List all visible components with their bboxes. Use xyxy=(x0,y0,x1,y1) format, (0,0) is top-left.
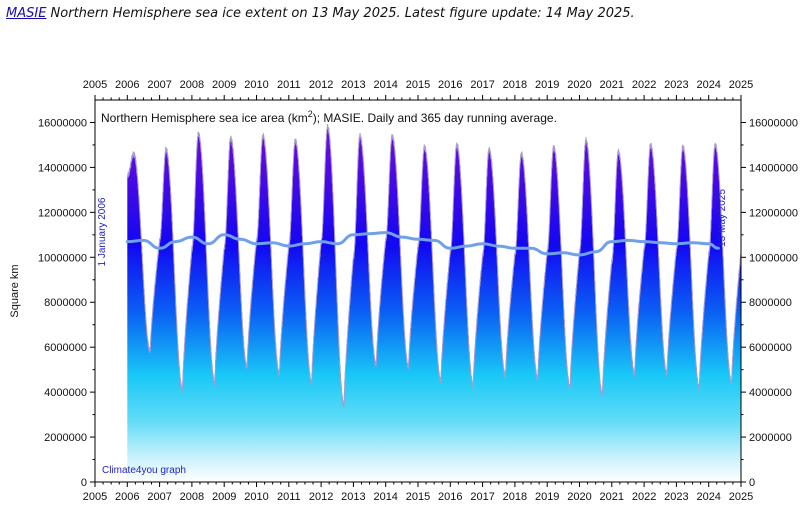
chart-title: Northern Hemisphere sea ice area (km2); … xyxy=(101,109,557,125)
x-tick-label-bottom: 2014 xyxy=(373,491,397,503)
x-tick-label-bottom: 2025 xyxy=(729,491,753,503)
caption-text: Northern Hemisphere sea ice extent on 13… xyxy=(46,6,635,21)
x-tick-label-bottom: 2008 xyxy=(180,491,204,503)
x-tick-label-top: 2018 xyxy=(503,79,527,91)
y-tick-label-left: 4000000 xyxy=(44,387,87,399)
y-tick-label-left: 2000000 xyxy=(44,432,87,444)
x-tick-label-bottom: 2006 xyxy=(115,491,139,503)
x-tick-label-bottom: 2020 xyxy=(567,491,591,503)
x-tick-label-bottom: 2017 xyxy=(470,491,494,503)
start-date-label: 1 January 2006 xyxy=(97,197,108,266)
y-tick-label-right: 0 xyxy=(749,477,755,489)
x-tick-label-bottom: 2022 xyxy=(632,491,656,503)
y-tick-label-right: 10000000 xyxy=(749,252,798,264)
y-axis-label: Square km xyxy=(9,264,21,317)
x-tick-label-bottom: 2015 xyxy=(406,491,430,503)
x-tick-label-top: 2015 xyxy=(406,79,430,91)
masie-link[interactable]: MASIE xyxy=(6,6,47,21)
y-tick-label-right: 4000000 xyxy=(749,387,792,399)
y-tick-label-right: 14000000 xyxy=(749,162,798,174)
y-tick-label-left: 0 xyxy=(81,477,87,489)
x-tick-label-top: 2016 xyxy=(438,79,462,91)
x-tick-label-top: 2022 xyxy=(632,79,656,91)
x-tick-label-bottom: 2011 xyxy=(277,491,301,503)
x-tick-label-top: 2017 xyxy=(470,79,494,91)
credit-label: Climate4you graph xyxy=(102,465,186,476)
y-tick-label-left: 10000000 xyxy=(38,252,87,264)
y-tick-label-left: 8000000 xyxy=(44,297,87,309)
y-tick-label-right: 16000000 xyxy=(749,117,798,129)
y-tick-label-left: 12000000 xyxy=(38,207,87,219)
figure-caption: MASIE Northern Hemisphere sea ice extent… xyxy=(6,6,635,21)
x-tick-label-bottom: 2007 xyxy=(147,491,171,503)
x-tick-label-top: 2005 xyxy=(83,79,107,91)
end-date-label: 13 May 2025 xyxy=(717,189,728,247)
x-tick-label-top: 2008 xyxy=(180,79,204,91)
x-tick-label-top: 2007 xyxy=(147,79,171,91)
y-tick-label-right: 2000000 xyxy=(749,432,792,444)
x-tick-label-bottom: 2019 xyxy=(535,491,559,503)
x-tick-label-top: 2023 xyxy=(664,79,688,91)
x-tick-label-bottom: 2010 xyxy=(244,491,268,503)
x-tick-label-top: 2006 xyxy=(115,79,139,91)
x-tick-label-bottom: 2023 xyxy=(664,491,688,503)
x-tick-label-bottom: 2005 xyxy=(83,491,107,503)
y-tick-label-right: 12000000 xyxy=(749,207,798,219)
x-tick-label-top: 2009 xyxy=(212,79,236,91)
y-tick-label-left: 6000000 xyxy=(44,342,87,354)
daily-extent-line xyxy=(126,123,741,409)
x-tick-label-bottom: 2018 xyxy=(503,491,527,503)
x-tick-label-top: 2011 xyxy=(277,79,301,91)
x-tick-label-bottom: 2024 xyxy=(696,491,720,503)
x-tick-label-top: 2014 xyxy=(373,79,397,91)
x-tick-label-bottom: 2016 xyxy=(438,491,462,503)
x-tick-label-top: 2013 xyxy=(341,79,365,91)
x-tick-label-bottom: 2021 xyxy=(600,491,624,503)
x-tick-label-top: 2024 xyxy=(696,79,720,91)
y-tick-label-right: 6000000 xyxy=(749,342,792,354)
x-tick-label-top: 2019 xyxy=(535,79,559,91)
x-tick-label-top: 2020 xyxy=(567,79,591,91)
x-tick-label-bottom: 2012 xyxy=(309,491,333,503)
x-tick-label-bottom: 2013 xyxy=(341,491,365,503)
y-tick-label-left: 14000000 xyxy=(38,162,87,174)
x-tick-label-top: 2021 xyxy=(600,79,624,91)
running-average-line xyxy=(125,231,720,257)
y-tick-label-right: 8000000 xyxy=(749,297,792,309)
x-tick-label-bottom: 2009 xyxy=(212,491,236,503)
x-tick-label-top: 2025 xyxy=(729,79,753,91)
x-tick-label-top: 2012 xyxy=(309,79,333,91)
y-tick-label-left: 16000000 xyxy=(38,117,87,129)
x-tick-label-top: 2010 xyxy=(244,79,268,91)
